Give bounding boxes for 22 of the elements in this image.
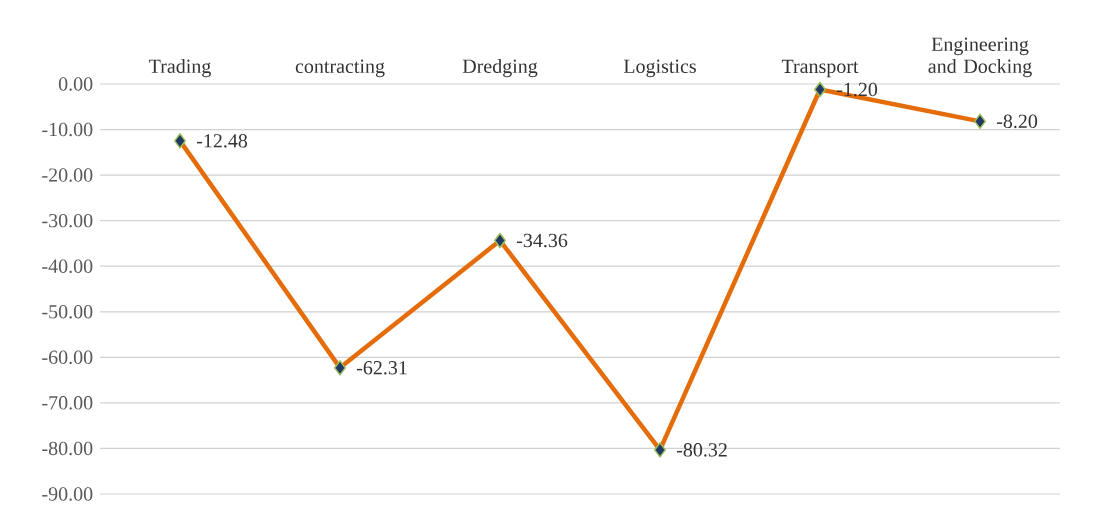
y-tick-label: -30.00	[42, 213, 93, 228]
x-tick-label: Transport	[781, 59, 859, 78]
x-tick-label: Engineering and Docking	[928, 37, 1032, 78]
y-tick-label: -70.00	[42, 396, 93, 410]
x-tick-label: contracting	[295, 59, 385, 78]
y-tick-label: -80.00	[42, 441, 93, 456]
x-tick-label: Dredging	[462, 58, 538, 78]
data-label: -12.48	[196, 134, 248, 148]
x-tick-label: Logistics	[623, 59, 696, 78]
y-tick-label: -50.00	[42, 304, 93, 319]
y-tick-label: -40.00	[42, 259, 93, 274]
y-tick-label: -20.00	[42, 168, 93, 182]
data-label: -62.31	[356, 361, 407, 375]
data-label: -8.20	[996, 114, 1038, 129]
y-tick-label: -90.00	[42, 487, 93, 501]
y-tick-label: -10.00	[42, 122, 93, 137]
data-label: -80.32	[676, 443, 727, 457]
data-label: -1.20	[836, 82, 878, 97]
data-label: -34.36	[516, 233, 568, 248]
y-tick-label: 0.00	[58, 77, 93, 91]
x-tick-label: Trading	[149, 58, 211, 78]
y-tick-label: -60.00	[42, 350, 93, 365]
